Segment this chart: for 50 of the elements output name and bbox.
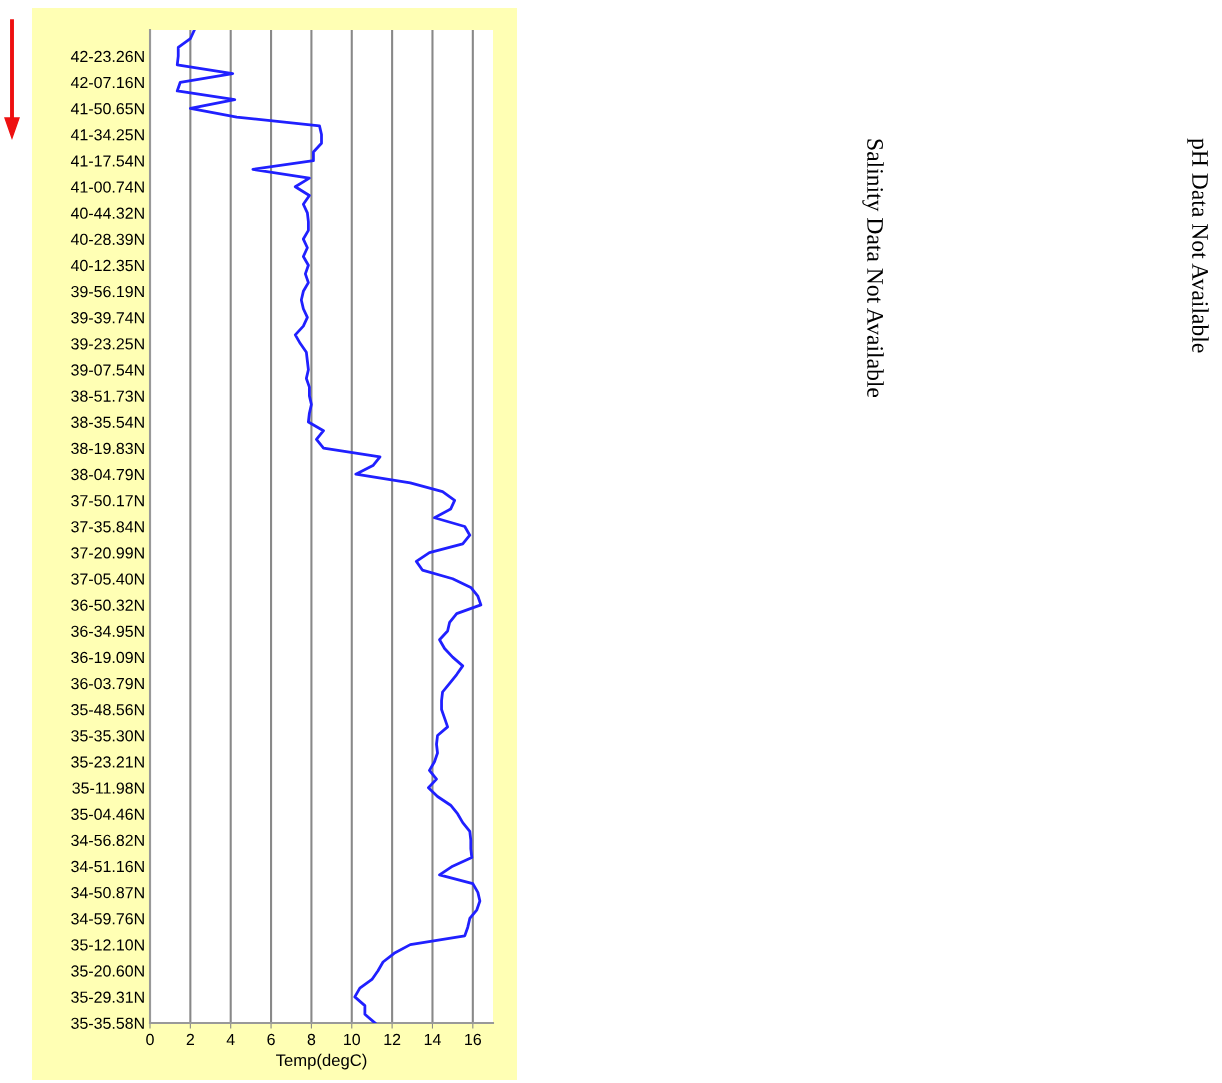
y-tick-label: 37-05.40N xyxy=(71,573,144,585)
y-tick-label: 36-19.09N xyxy=(71,651,144,664)
y-tick-label: 41-50.65N xyxy=(70,103,144,115)
y-tick-label: 41-00.74N xyxy=(70,181,144,193)
y-tick-label: 35-48.56N xyxy=(71,704,144,716)
x-tick-label: 6 xyxy=(267,1033,275,1046)
y-tick-label: 38-51.73N xyxy=(71,390,144,402)
y-tick-label: 38-35.54N xyxy=(71,416,144,428)
x-tick-label: 0 xyxy=(146,1033,154,1046)
x-tick-label: 12 xyxy=(384,1033,401,1045)
y-tick-label: 36-03.79N xyxy=(71,677,144,690)
y-tick-label: 40-12.35N xyxy=(70,259,144,272)
y-tick-label: 37-20.99N xyxy=(71,547,144,559)
y-tick-label: 36-50.32N xyxy=(71,599,144,611)
y-tick-label: 42-23.26N xyxy=(70,50,144,63)
y-tick-label: 36-34.95N xyxy=(71,625,144,637)
y-tick-label: 38-19.83N xyxy=(71,442,144,455)
y-tick-label: 35-11.98N xyxy=(72,782,144,794)
y-tick-label: 39-07.54N xyxy=(71,364,144,376)
y-tick-label: 41-17.54N xyxy=(70,155,144,167)
y-tick-label: 35-04.46N xyxy=(71,808,144,820)
y-tick-label: 35-35.58N xyxy=(71,1017,144,1029)
x-tick-label: 4 xyxy=(226,1034,235,1045)
y-tick-label: 35-23.21N xyxy=(71,756,144,768)
y-tick-label: 38-04.79N xyxy=(71,468,144,481)
x-tick-label: 14 xyxy=(424,1034,441,1045)
y-tick-label: 34-59.76N xyxy=(71,913,144,925)
y-tick-label: 39-23.25N xyxy=(71,338,144,350)
y-tick-label: 34-56.82N xyxy=(71,834,144,847)
y-tick-label: 40-28.39N xyxy=(70,233,144,245)
y-tick-label: 35-29.31N xyxy=(71,991,144,1003)
text: Salinity Data Not Available xyxy=(862,139,884,398)
y-tick-label: 37-50.17N xyxy=(71,495,144,507)
text: pH Data Not Available xyxy=(1187,138,1209,353)
y-tick-label: 40-44.32N xyxy=(70,207,144,219)
y-tick-label: 35-35.30N xyxy=(71,730,144,742)
y-tick-label: 41-34.25N xyxy=(70,129,144,141)
y-tick-label: 35-12.10N xyxy=(71,939,144,951)
y-tick-label: 35-20.60N xyxy=(71,965,144,977)
y-tick-label: 37-35.84N xyxy=(71,521,144,533)
x-tick-label: 2 xyxy=(186,1033,194,1045)
x-tick-label: 10 xyxy=(344,1033,361,1046)
y-tick-label: 34-51.16N xyxy=(71,860,144,873)
y-tick-label: 42-07.16N xyxy=(70,76,144,89)
y-tick-label: 34-50.87N xyxy=(71,886,144,899)
x-tick-label: 8 xyxy=(307,1033,316,1046)
y-tick-label: 39-56.19N xyxy=(71,285,144,298)
x-axis-title: Temp(degC) xyxy=(276,1053,367,1070)
x-tick-label: 16 xyxy=(465,1033,482,1046)
y-tick-label: 39-39.74N xyxy=(71,312,144,324)
